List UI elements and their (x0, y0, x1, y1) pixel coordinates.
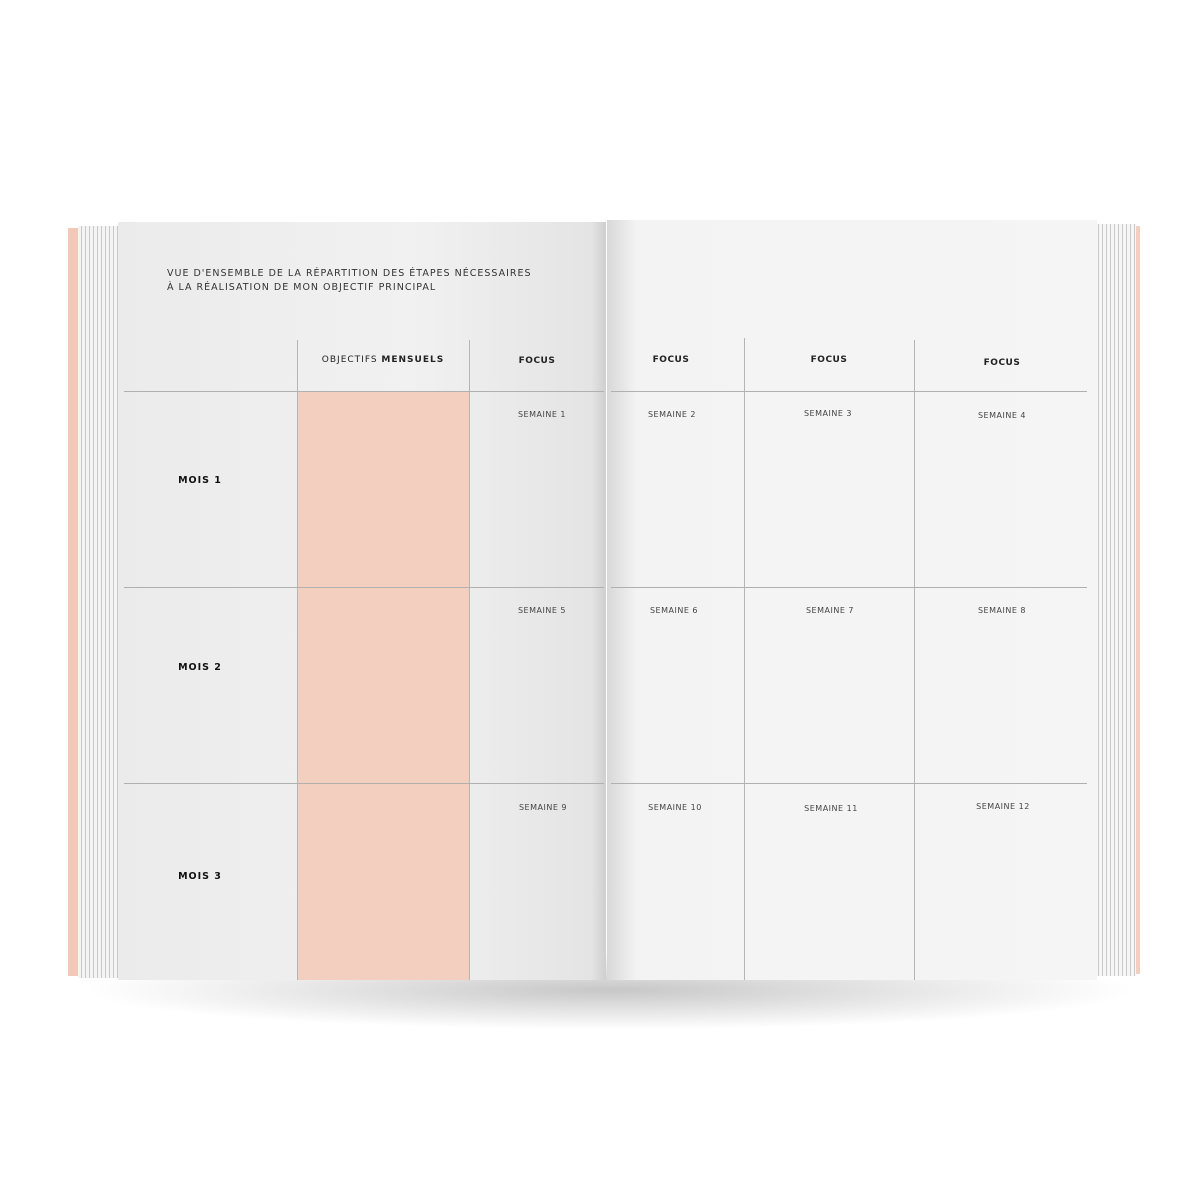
week-label: SEMAINE 11 (804, 804, 858, 813)
week-label: SEMAINE 7 (805, 606, 855, 615)
header-focus: FOCUS (518, 356, 556, 366)
header-row-divider (611, 391, 1087, 392)
week-label: SEMAINE 6 (649, 606, 699, 615)
header-row-divider (124, 391, 604, 392)
week-label: SEMAINE 9 (518, 803, 568, 812)
column-divider (744, 338, 745, 980)
month-label: MOIS 2 (178, 662, 222, 673)
week-label: SEMAINE 5 (517, 606, 567, 615)
week-label: SEMAINE 10 (648, 803, 702, 812)
header-focus: FOCUS (983, 358, 1021, 368)
right-page (607, 220, 1097, 980)
month-label: MOIS 3 (178, 871, 222, 882)
page-stack-right (1094, 224, 1136, 976)
row-divider (611, 587, 1087, 588)
row-divider (124, 587, 604, 588)
header-focus: FOCUS (652, 355, 690, 365)
week-label: SEMAINE 4 (977, 411, 1027, 420)
page-stack-left (78, 226, 120, 978)
monthly-objectives-column (297, 391, 469, 980)
week-label: SEMAINE 8 (977, 606, 1027, 615)
row-divider (611, 783, 1087, 784)
week-label: SEMAINE 12 (976, 802, 1030, 811)
row-divider (124, 783, 604, 784)
column-divider (297, 340, 298, 980)
column-divider (469, 340, 470, 980)
column-divider (914, 340, 915, 980)
month-label: MOIS 1 (178, 475, 222, 486)
header-monthly-objectives: OBJECTIFS MENSUELS (321, 355, 445, 365)
header-focus: FOCUS (810, 355, 848, 365)
week-label: SEMAINE 2 (647, 410, 697, 419)
page-title: VUE D'ENSEMBLE DE LA RÉPARTITION DES ÉTA… (167, 268, 532, 293)
week-label: SEMAINE 1 (517, 410, 567, 419)
week-label: SEMAINE 3 (803, 409, 853, 418)
